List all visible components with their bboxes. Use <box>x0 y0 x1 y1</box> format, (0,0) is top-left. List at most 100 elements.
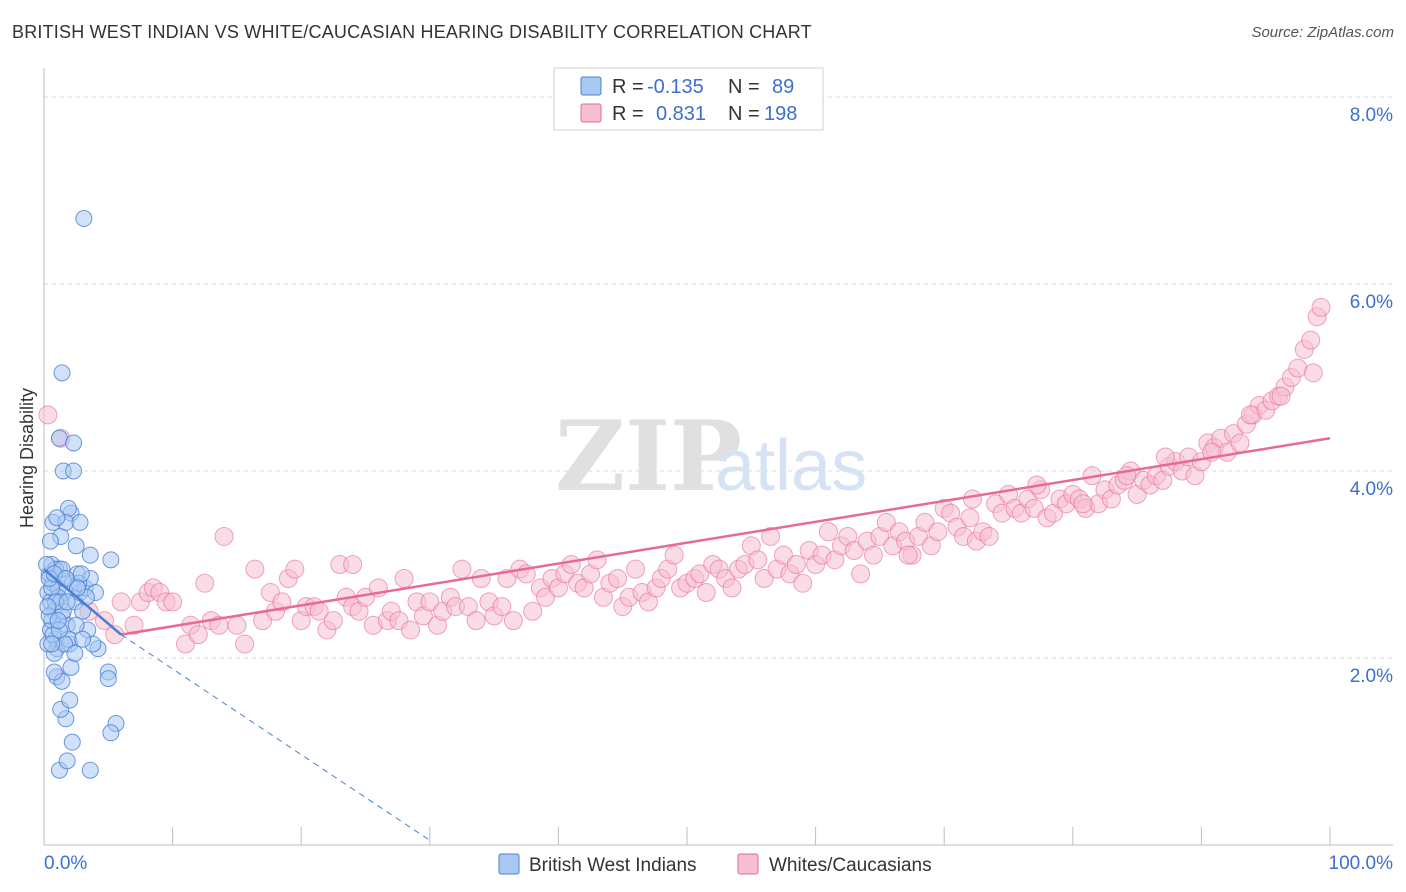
point-white-caucasian <box>863 545 883 565</box>
legend: R = -0.135 N = 89 R = 0.831 N = 198 <box>553 67 824 131</box>
y-tick-label: 8.0% <box>1350 105 1393 126</box>
point-white-caucasian <box>761 526 781 546</box>
y-tick-label: 6.0% <box>1350 292 1393 313</box>
point-white-caucasian <box>1240 405 1260 425</box>
legend-r-value-pink: 0.831 <box>656 103 706 125</box>
point-white-caucasian <box>690 564 710 584</box>
legend-n-label-blue: N = <box>728 76 760 98</box>
point-british-west-indian <box>50 429 68 447</box>
point-british-west-indian <box>65 434 83 452</box>
point-british-west-indian <box>61 691 79 709</box>
point-british-west-indian <box>68 579 86 597</box>
point-british-west-indian <box>58 752 76 770</box>
point-white-caucasian <box>1311 297 1331 317</box>
point-british-west-indian <box>71 513 89 531</box>
bottom-legend-swatch-blue <box>498 853 520 875</box>
y-tick-label: 4.0% <box>1350 479 1393 500</box>
point-white-caucasian <box>163 592 183 612</box>
trend-line-whites-caucasians <box>120 437 1331 636</box>
point-white-caucasian <box>979 526 999 546</box>
point-white-caucasian <box>272 592 292 612</box>
point-white-caucasian <box>915 512 935 532</box>
point-white-caucasian <box>175 634 195 654</box>
point-british-west-indian <box>49 612 67 630</box>
point-white-caucasian <box>851 564 871 584</box>
point-white-caucasian <box>626 559 646 579</box>
legend-swatch-blue <box>580 76 602 96</box>
point-british-west-indian <box>63 733 81 751</box>
point-white-caucasian <box>503 611 523 631</box>
point-white-caucasian <box>1271 386 1291 406</box>
point-white-caucasian <box>1073 494 1093 514</box>
point-british-west-indian <box>67 616 85 634</box>
point-british-west-indian <box>81 546 99 564</box>
point-white-caucasian <box>960 508 980 528</box>
legend-n-label-pink: N = <box>728 103 760 125</box>
point-white-caucasian <box>962 489 982 509</box>
point-white-caucasian <box>245 559 265 579</box>
point-white-caucasian <box>343 555 363 574</box>
point-british-west-indian <box>43 635 61 653</box>
point-white-caucasian <box>898 545 918 565</box>
point-white-caucasian <box>323 611 343 631</box>
y-tick-labels: 2.0% 4.0% 6.0% 8.0% <box>1350 105 1393 687</box>
point-white-caucasian <box>664 545 684 565</box>
legend-n-value-blue: 89 <box>772 76 794 98</box>
point-white-caucasian <box>401 620 421 640</box>
point-white-caucasian <box>452 559 472 579</box>
point-white-caucasian <box>420 592 440 612</box>
point-white-caucasian <box>124 615 144 635</box>
point-british-west-indian <box>45 663 63 681</box>
watermark-atlas: atlas <box>715 426 867 506</box>
point-white-caucasian <box>227 615 247 635</box>
source-label: Source: ZipAtlas.com <box>1251 24 1394 41</box>
x-tick-label-min: 0.0% <box>44 853 87 874</box>
point-british-west-indian <box>102 724 120 742</box>
point-british-west-indian <box>65 462 83 480</box>
point-white-caucasian <box>696 583 716 603</box>
y-tick-label: 2.0% <box>1350 666 1393 687</box>
point-british-west-indian <box>39 598 57 616</box>
y-axis-label: Hearing Disability <box>17 388 37 528</box>
point-white-caucasian <box>111 592 131 612</box>
point-white-caucasian <box>471 569 491 589</box>
legend-n-value-pink: 198 <box>764 103 797 125</box>
point-white-caucasian <box>1303 363 1323 383</box>
point-british-west-indian <box>66 644 84 662</box>
point-white-caucasian <box>1024 498 1044 518</box>
x-tick-label-max: 100.0% <box>1329 853 1394 874</box>
point-british-west-indian <box>81 761 99 779</box>
point-white-caucasian <box>492 597 512 617</box>
point-white-caucasian <box>214 526 234 546</box>
point-british-west-indian <box>102 551 120 569</box>
point-white-caucasian <box>285 559 305 579</box>
point-british-west-indian <box>74 630 92 648</box>
legend-r-label-blue: R = <box>612 76 644 98</box>
series-whites-caucasians <box>38 297 1331 654</box>
bottom-legend-label-blue: British West Indians <box>529 855 697 876</box>
point-british-west-indian <box>99 670 117 688</box>
watermark: ZIP atlas <box>555 400 867 513</box>
point-white-caucasian <box>536 587 556 607</box>
bottom-legend-label-pink: Whites/Caucasians <box>769 855 932 876</box>
point-british-west-indian <box>48 509 66 527</box>
series-british-west-indians <box>38 210 125 779</box>
point-white-caucasian <box>235 634 255 654</box>
chart-title: BRITISH WEST INDIAN VS WHITE/CAUCASIAN H… <box>12 22 812 42</box>
point-white-caucasian <box>195 573 215 593</box>
point-white-caucasian <box>1230 433 1250 453</box>
point-british-west-indian <box>53 364 71 382</box>
bottom-legend-swatch-pink <box>737 853 759 875</box>
point-british-west-indian <box>72 565 90 583</box>
point-british-west-indian <box>67 537 85 555</box>
point-white-caucasian <box>928 522 948 542</box>
point-white-caucasian <box>38 405 58 425</box>
point-white-caucasian <box>466 611 486 631</box>
legend-r-value-blue: -0.135 <box>647 76 704 98</box>
point-white-caucasian <box>786 555 806 574</box>
point-white-caucasian <box>523 601 543 621</box>
point-british-west-indian <box>62 658 80 676</box>
point-white-caucasian <box>188 625 208 645</box>
point-british-west-indian <box>41 532 59 550</box>
